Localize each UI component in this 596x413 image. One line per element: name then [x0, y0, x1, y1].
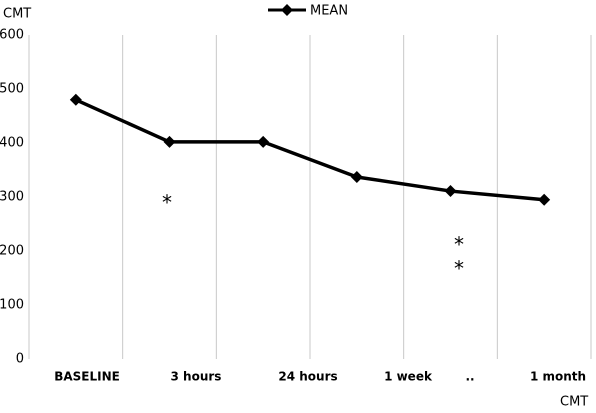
marker: [69, 93, 82, 106]
x-tick-label: BASELINE: [54, 370, 120, 384]
y-tick-label: 400: [0, 136, 24, 151]
annotation: *: [454, 233, 464, 257]
x-tick-label: 1 month: [530, 370, 586, 384]
x-axis-label: CMT: [560, 395, 588, 410]
legend-marker: [281, 4, 293, 16]
annotation: *: [162, 191, 172, 215]
x-tick-label: 3 hours: [171, 370, 222, 384]
line: [75, 98, 545, 202]
y-tick-label: 0: [16, 352, 24, 367]
x-tick-label: 24 hours: [278, 370, 337, 384]
marker: [538, 193, 551, 206]
y-tick-label: 100: [0, 298, 24, 313]
legend-label: MEAN: [310, 4, 348, 19]
x-tick-label: ..: [465, 370, 474, 384]
y-axis-label: CMT: [3, 7, 31, 22]
y-tick-label: 600: [0, 28, 24, 43]
y-tick-label: 300: [0, 190, 24, 205]
y-tick-label: 200: [0, 244, 24, 259]
x-tick-label: 1 week: [384, 370, 433, 384]
marker: [257, 135, 270, 148]
marker: [444, 185, 457, 198]
marker: [163, 135, 176, 148]
marker: [350, 171, 363, 184]
annotation: *: [454, 257, 464, 281]
y-tick-label: 500: [0, 82, 24, 97]
